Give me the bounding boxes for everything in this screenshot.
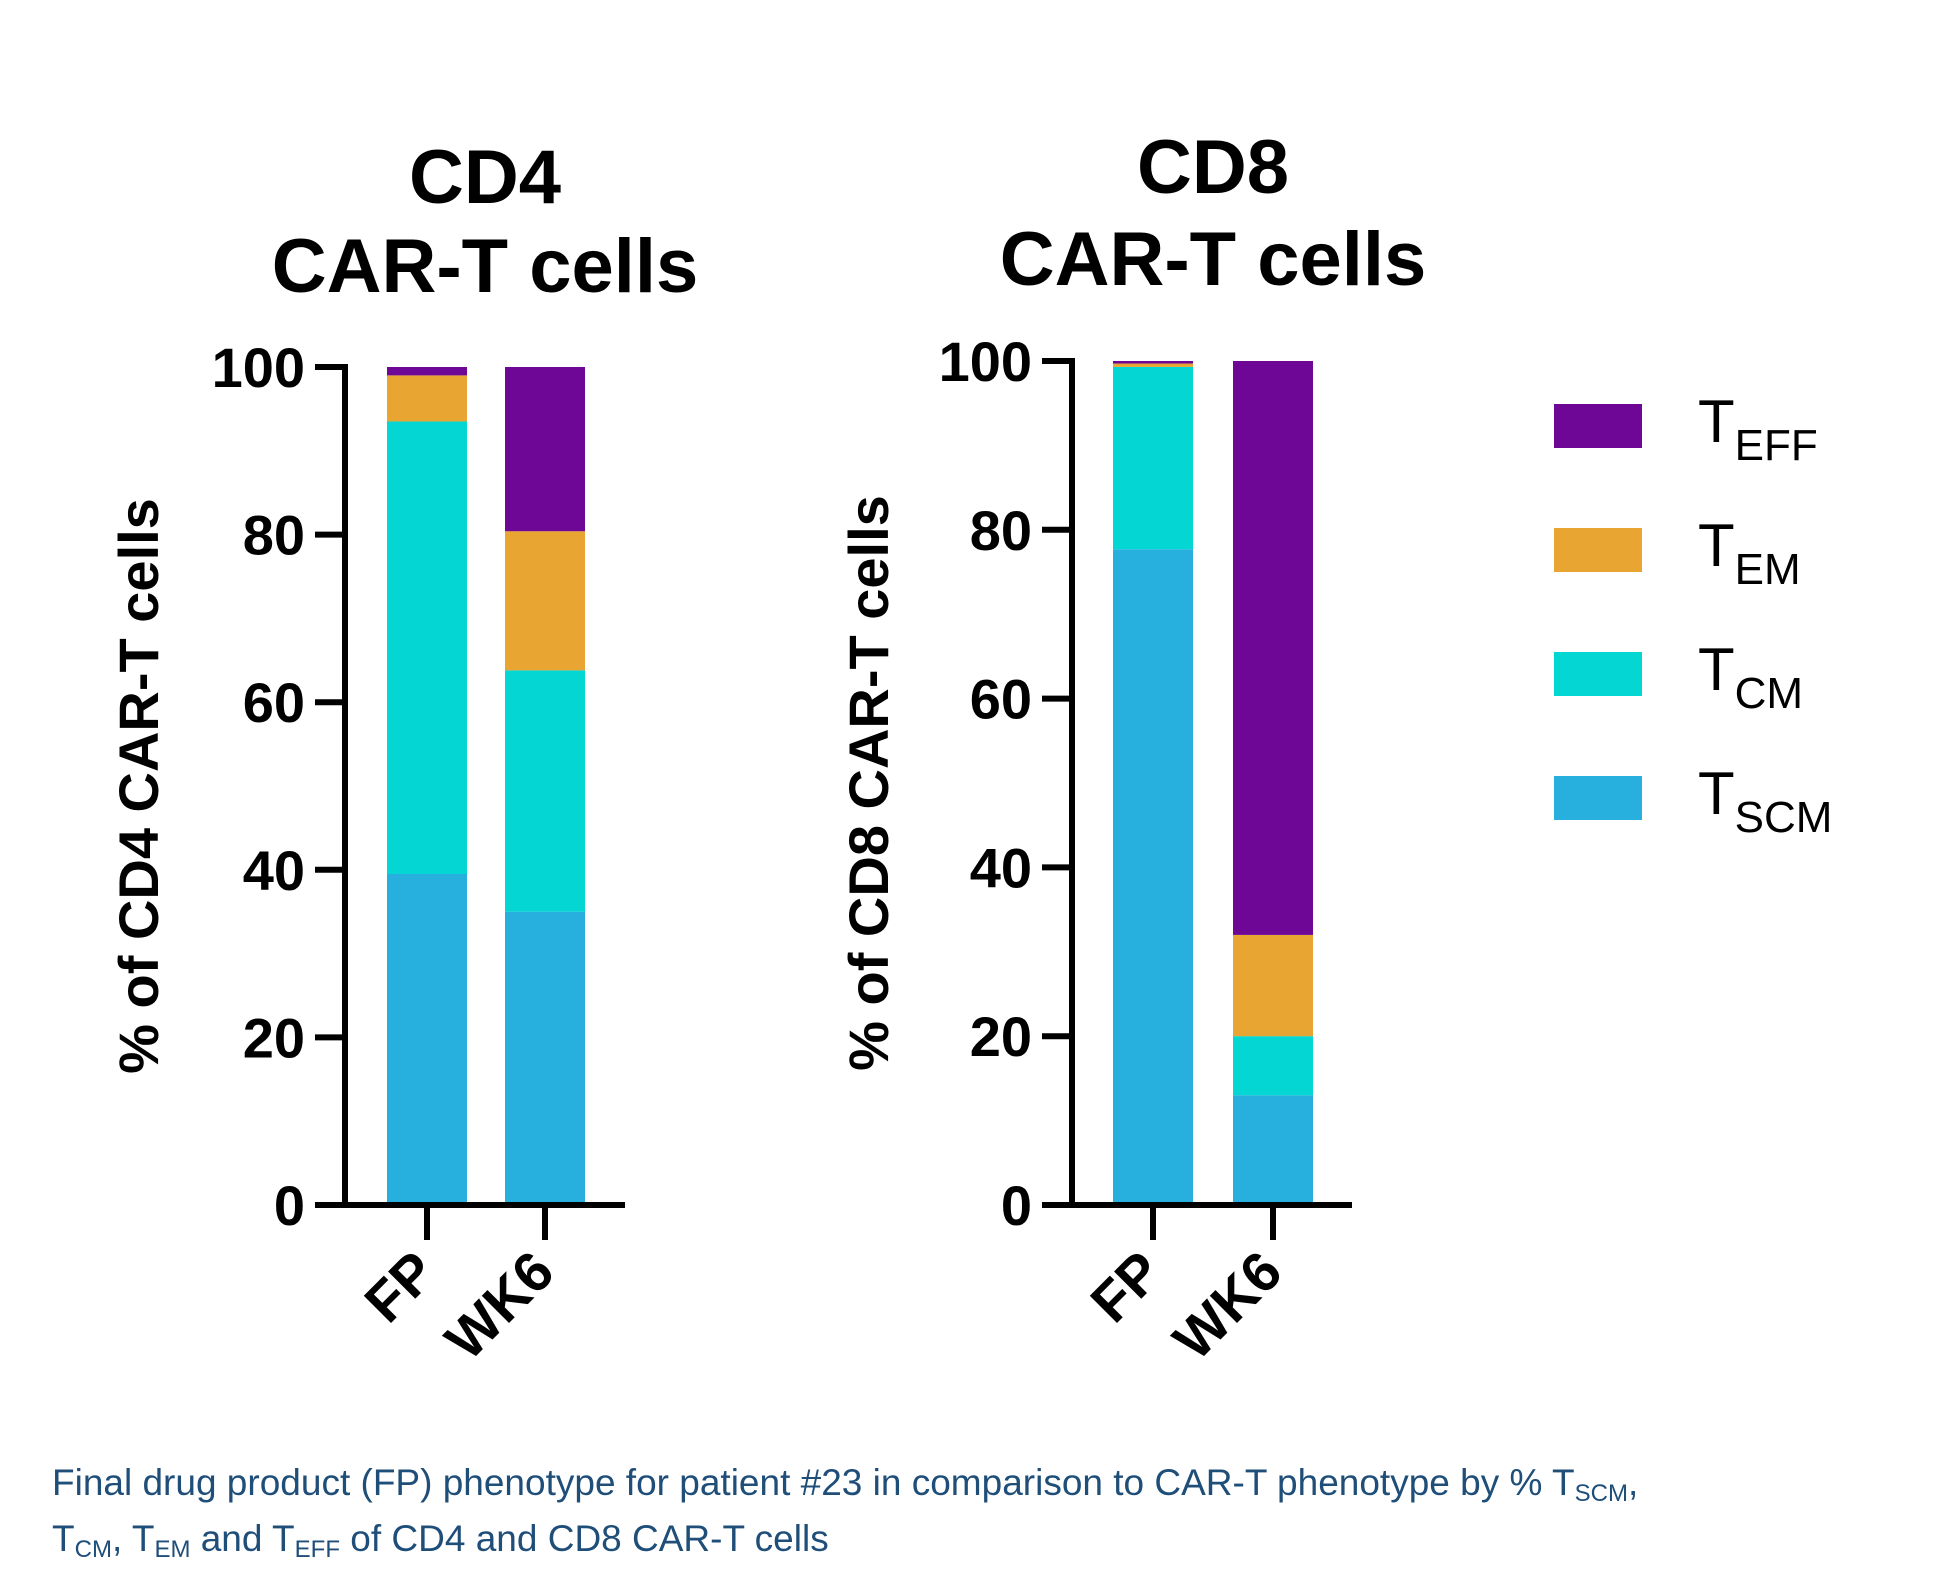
- bar-segment-teff-wk6: [1233, 361, 1313, 935]
- caption-subscript: EFF: [294, 1536, 340, 1563]
- chart-title-line: CD4: [409, 135, 561, 220]
- bar-segment-teff-fp: [1113, 361, 1193, 364]
- bar-segment-tscm-wk6: [1233, 1095, 1313, 1205]
- legend-label-tscm: TSCM: [1698, 760, 1832, 842]
- x-tick-label-wk6: WK6: [433, 1239, 566, 1372]
- bar-segment-tem-fp: [387, 375, 467, 422]
- y-tick-label: 0: [274, 1174, 305, 1237]
- legend-label-tcm: TCM: [1698, 636, 1803, 718]
- caption-subscript: EM: [154, 1536, 191, 1563]
- bar-segment-tcm-wk6: [505, 670, 585, 912]
- bar-segment-tem-wk6: [1233, 934, 1313, 1037]
- legend-swatch-tem: [1554, 528, 1642, 572]
- bar-segment-tcm-fp: [387, 421, 467, 874]
- legend-label-teff: TEFF: [1698, 388, 1818, 470]
- bar-segment-tscm-fp: [387, 873, 467, 1205]
- y-tick-label: 80: [970, 499, 1032, 562]
- caption-line-2: TCM, TEM and TEFF of CD4 and CD8 CAR-T c…: [52, 1518, 829, 1563]
- bar-segment-tcm-wk6: [1233, 1036, 1313, 1096]
- chart-title-line: CAR-T cells: [272, 224, 699, 309]
- chart-legend: TEFF TEM TCM TSCM: [1554, 388, 1832, 842]
- figure-caption: Final drug product (FP) phenotype for pa…: [52, 1455, 1912, 1567]
- y-tick-label: 20: [970, 1005, 1032, 1068]
- legend-swatch-teff: [1554, 404, 1642, 448]
- bar-segment-tscm-wk6: [505, 911, 585, 1205]
- y-axis-label: % of CD8 CAR-T cells: [837, 495, 900, 1071]
- chart-title-line: CD8: [1137, 125, 1289, 210]
- y-tick-label: 100: [939, 330, 1032, 393]
- bar-segment-tcm-fp: [1113, 366, 1193, 550]
- y-tick-label: 60: [243, 671, 305, 734]
- caption-line-1: Final drug product (FP) phenotype for pa…: [52, 1462, 1639, 1507]
- y-tick-label: 100: [212, 336, 305, 399]
- legend-label-tem: TEM: [1698, 512, 1801, 594]
- y-tick-label: 0: [1001, 1174, 1032, 1237]
- x-tick-label-fp: FP: [352, 1239, 447, 1334]
- caption-subscript: SCM: [1574, 1480, 1628, 1507]
- legend-swatch-tcm: [1554, 652, 1642, 696]
- y-tick-label: 60: [970, 668, 1032, 731]
- bar-segment-tscm-fp: [1113, 549, 1193, 1205]
- y-tick-label: 40: [970, 836, 1032, 899]
- y-tick-label: 20: [243, 1006, 305, 1069]
- y-tick-label: 80: [243, 504, 305, 567]
- y-tick-label: 40: [243, 839, 305, 902]
- y-axis-label: % of CD4 CAR-T cells: [107, 498, 170, 1074]
- bar-segment-tem-wk6: [505, 531, 585, 671]
- x-tick-label-fp: FP: [1078, 1239, 1173, 1334]
- bar-segment-teff-wk6: [505, 367, 585, 532]
- bar-segment-teff-fp: [387, 367, 467, 376]
- bar-segment-tem-fp: [1113, 363, 1193, 367]
- legend-swatch-tscm: [1554, 776, 1642, 820]
- chart-title-line: CAR-T cells: [1000, 217, 1427, 302]
- caption-subscript: CM: [74, 1536, 112, 1563]
- x-tick-label-wk6: WK6: [1161, 1239, 1294, 1372]
